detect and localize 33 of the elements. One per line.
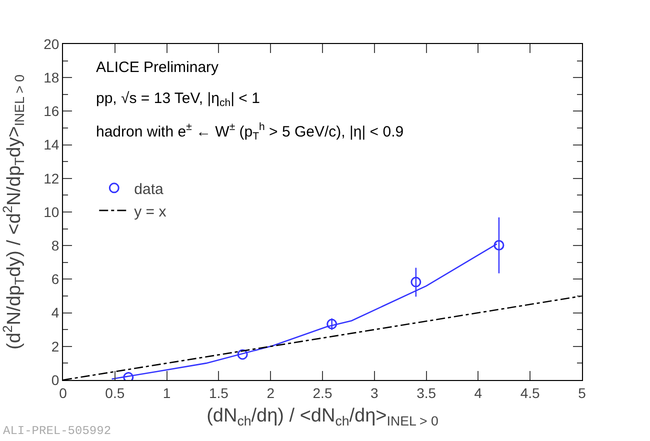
y-tick-label: 10: [44, 204, 60, 220]
annotation: ALICE Preliminary: [96, 59, 220, 76]
annotation: pp, √s = 13 TeV, |η$_{ch}$| < 1: [96, 90, 260, 110]
x-tick-label: 3.5: [416, 384, 436, 401]
x-tick-label: 4.5: [520, 384, 540, 401]
y-tick-label: 20: [44, 36, 60, 52]
legend-label: data: [134, 180, 164, 198]
point: [326, 318, 338, 330]
x-tick-label: 1.5: [208, 384, 229, 401]
x-tick-label: 5: [578, 384, 586, 401]
y-tick-label: 18: [44, 70, 60, 86]
x-tick-label: 2.5: [312, 384, 332, 401]
y-tick-label: 14: [44, 136, 60, 153]
x-axis-title: (dN$_{ch}$/dη) / <dN$_{ch}$/dη>$_{INEL > 0}$: [206, 406, 438, 429]
x-tick-label: 0.5: [105, 384, 125, 401]
point: [410, 276, 422, 288]
y-tick-label: 12: [44, 170, 60, 186]
x-tick-label: 4: [474, 384, 482, 401]
y-tick-label: 6: [51, 271, 60, 288]
annotation: hadron with e$^{±}$ ← W$^{±}$ (p$_{T}$$^{h}$ > 5 GeV/c), |η| < 0.9: [96, 121, 404, 142]
y-tick-label: 0: [51, 372, 60, 388]
y-tick-label: 16: [44, 103, 60, 120]
x-tick-label: 1: [162, 384, 171, 401]
point: [237, 349, 248, 360]
x-tick-label: 2: [266, 384, 275, 401]
y-tick-label: 4: [51, 304, 60, 321]
y-tick-label: 2: [51, 338, 60, 354]
y-tick-label: 8: [51, 238, 60, 254]
legend-label: y = x: [134, 203, 167, 220]
point: [494, 240, 504, 251]
point: [123, 372, 134, 380]
text: ALI-PREL-505992: [3, 424, 112, 438]
x-tick-label: 3: [370, 384, 378, 401]
